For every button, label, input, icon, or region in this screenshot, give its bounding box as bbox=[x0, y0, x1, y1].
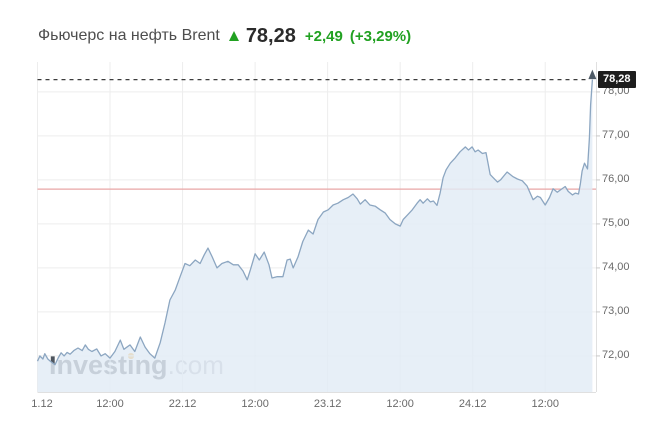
x-axis-label: 24.12 bbox=[458, 398, 487, 410]
last-price-badge: 78,28 bbox=[598, 71, 636, 89]
instrument-title: Фьючерс на нефть Brent bbox=[38, 27, 220, 44]
x-axis-label: 1.12 bbox=[31, 398, 53, 410]
price-change: +2,49 bbox=[304, 27, 343, 45]
last-point-arrow-icon bbox=[588, 69, 597, 80]
price-change-percent: (+3,29%) bbox=[349, 27, 412, 45]
last-price: 78,28 bbox=[245, 24, 296, 47]
y-axis-label: 72,00 bbox=[602, 349, 630, 362]
x-axis-label: 22.12 bbox=[168, 398, 197, 410]
y-axis-label: 73,00 bbox=[602, 305, 630, 318]
instrument-header: Фьючерс на нефть Brent 78,28 +2,49 (+3,2… bbox=[38, 25, 411, 47]
price-area-fill bbox=[37, 79, 593, 392]
y-axis-label: 76,00 bbox=[602, 173, 630, 186]
x-axis-label: 23.12 bbox=[313, 398, 342, 410]
y-axis-label: 74,00 bbox=[602, 261, 630, 274]
y-axis-label: 77,00 bbox=[602, 129, 630, 142]
price-line bbox=[36, 79, 594, 366]
y-axis-label: 75,00 bbox=[602, 217, 630, 230]
x-axis-label: 12:00 bbox=[531, 398, 559, 410]
x-axis-label: 12:00 bbox=[386, 398, 414, 410]
y-axis-label: 78,00 bbox=[602, 85, 630, 98]
x-axis-label: 12:00 bbox=[96, 398, 124, 410]
x-axis-label: 12:00 bbox=[241, 398, 269, 410]
trend-up-arrow-icon bbox=[228, 30, 239, 41]
